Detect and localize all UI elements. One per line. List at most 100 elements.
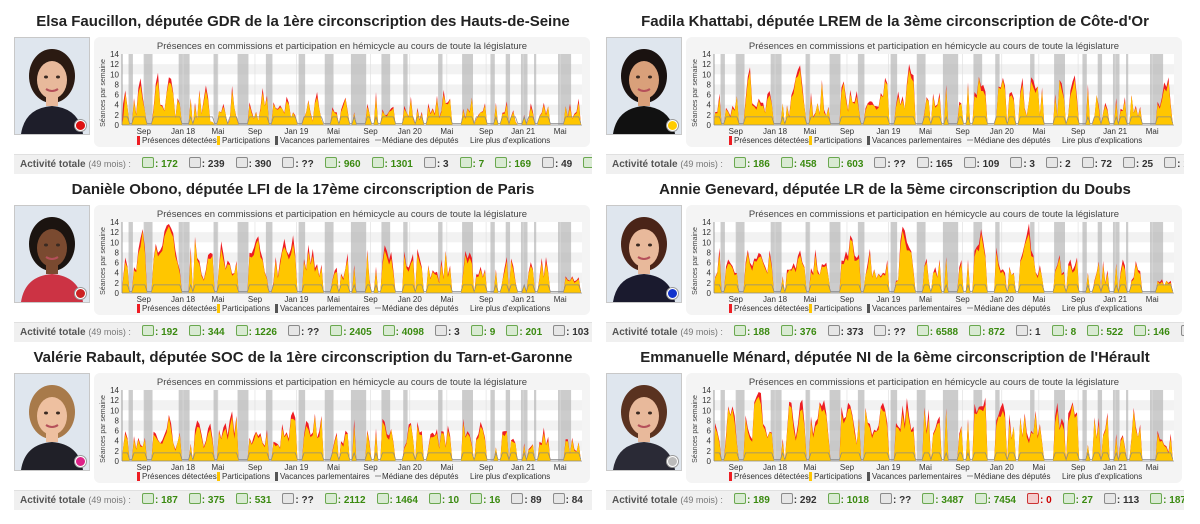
deputy-title[interactable]: Elsa Faucillon, députée GDR de la 1ère c… <box>36 13 570 30</box>
activity-chart[interactable]: Présences en commissions et participatio… <box>686 37 1182 147</box>
activity-stat[interactable]: : 2405 <box>330 323 372 342</box>
vacation-band <box>829 222 841 293</box>
activity-stat[interactable]: : 186 <box>734 155 770 174</box>
activity-stat[interactable]: : 7 <box>459 155 484 174</box>
deputy-title[interactable]: Danièle Obono, députée LFI de la 17ème c… <box>71 181 535 198</box>
activity-stat[interactable]: : 12 <box>1180 323 1184 342</box>
more-explanations-link[interactable]: Lire plus d'explications <box>470 136 550 145</box>
activity-stat[interactable]: : 84 <box>552 491 583 510</box>
activity-stat[interactable]: : ?? <box>282 155 314 174</box>
stat-value: 1018 <box>846 495 869 506</box>
activity-chart[interactable]: Présences en commissions et participatio… <box>686 373 1182 483</box>
activity-stat[interactable]: : 960 <box>324 155 361 174</box>
activity-stat[interactable]: : 49 <box>542 155 572 174</box>
activity-chart[interactable]: Présences en commissions et participatio… <box>686 205 1182 315</box>
activity-stat[interactable]: : 36 <box>583 155 592 174</box>
more-explanations-link[interactable]: Lire plus d'explications <box>1062 472 1142 481</box>
more-explanations-link[interactable]: Lire plus d'explications <box>470 472 550 481</box>
activity-stat[interactable]: : 187 <box>1150 491 1184 510</box>
more-explanations-link[interactable]: Lire plus d'explications <box>1062 136 1142 145</box>
activity-stat[interactable]: : 376 <box>780 323 817 342</box>
activity-stat[interactable]: : 1301 <box>371 155 413 174</box>
x-tick-label: Sep <box>248 127 263 136</box>
activity-stat[interactable]: : 113 <box>1103 491 1139 510</box>
activity-stat[interactable]: : 15 <box>1164 155 1184 174</box>
activity-stat[interactable]: : ?? <box>874 323 906 342</box>
wifi-icon <box>324 157 337 168</box>
activity-stat[interactable]: : 146 <box>1134 323 1170 342</box>
x-tick-label: Jan 20 <box>398 295 423 304</box>
activity-stat[interactable]: : 201 <box>506 323 542 342</box>
vacation-band <box>805 54 810 125</box>
activity-stat[interactable]: : ?? <box>879 491 911 510</box>
activity-stat[interactable]: : 89 <box>511 491 542 510</box>
activity-stat[interactable]: : 187 <box>142 491 178 510</box>
activity-chart[interactable]: Présences en commissions et participatio… <box>94 37 590 147</box>
activity-stat[interactable]: : 458 <box>780 155 817 174</box>
activity-stat[interactable]: : 3487 <box>922 491 964 510</box>
deputy-title[interactable]: Annie Genevard, députée LR de la 5ème ci… <box>659 181 1131 198</box>
activity-stat[interactable]: : 192 <box>142 323 178 342</box>
activity-stat[interactable]: : 390 <box>235 155 271 174</box>
activity-stat[interactable]: : 2112 <box>324 491 366 510</box>
activity-stat[interactable]: : ?? <box>874 155 906 174</box>
activity-stat[interactable]: : 9 <box>470 323 495 342</box>
activity-stat[interactable]: : 1226 <box>235 323 277 342</box>
deputy-photo[interactable] <box>14 373 90 471</box>
activity-stat[interactable]: : 373 <box>827 323 863 342</box>
activity-stat[interactable]: : 165 <box>916 155 953 174</box>
activity-stat[interactable]: : 3 <box>423 155 449 174</box>
activity-stat[interactable]: : 344 <box>188 323 225 342</box>
deputy-photo[interactable] <box>606 37 682 135</box>
activity-chart[interactable]: Présences en commissions et participatio… <box>94 205 590 315</box>
activity-stat[interactable]: : 169 <box>495 155 531 174</box>
activity-stat[interactable]: : 531 <box>235 491 271 510</box>
deputy-photo[interactable] <box>14 205 90 303</box>
activity-stat[interactable]: : 8 <box>1051 323 1076 342</box>
deputy-title[interactable]: Emmanuelle Ménard, députée NI de la 6ème… <box>640 349 1150 366</box>
activity-stat[interactable]: : 6588 <box>916 323 958 342</box>
deputy-photo[interactable] <box>14 37 90 135</box>
more-explanations-link[interactable]: Lire plus d'explications <box>1062 304 1142 313</box>
activity-chart[interactable]: Présences en commissions et participatio… <box>94 373 590 483</box>
activity-stat[interactable]: : 109 <box>963 155 999 174</box>
activity-stat[interactable]: : 188 <box>734 323 770 342</box>
activity-stat[interactable]: : 0 <box>1027 491 1052 510</box>
group-icon <box>827 493 840 504</box>
deputy-card: Valérie Rabault, députée SOC de la 1ère … <box>14 346 592 514</box>
activity-stat[interactable]: : 4098 <box>382 323 424 342</box>
activity-stat[interactable]: : 172 <box>142 155 178 174</box>
activity-stat[interactable]: : 103 <box>553 323 589 342</box>
deputy-photo[interactable] <box>606 373 682 471</box>
activity-stat[interactable]: : 27 <box>1062 491 1093 510</box>
activity-stat[interactable]: : 375 <box>188 491 225 510</box>
stat-value: 84 <box>571 495 583 506</box>
activity-stat[interactable]: : 239 <box>188 155 225 174</box>
activity-stat[interactable]: : 1 <box>1015 323 1041 342</box>
clipboard-icon <box>1015 325 1028 336</box>
activity-stat[interactable]: : 16 <box>470 491 500 510</box>
deputy-title[interactable]: Fadila Khattabi, députée LREM de la 3ème… <box>641 13 1149 30</box>
activity-stat[interactable]: : 3 <box>435 323 460 342</box>
stat-value: 7454 <box>993 495 1016 506</box>
activity-stat[interactable]: : 522 <box>1087 323 1123 342</box>
activity-stat[interactable]: : 7454 <box>974 491 1016 510</box>
stat-value: 458 <box>799 159 817 170</box>
activity-stat[interactable]: : 872 <box>969 323 1005 342</box>
activity-stat[interactable]: : 10 <box>428 491 459 510</box>
activity-stat[interactable]: : 3 <box>1010 155 1035 174</box>
activity-stat[interactable]: : 25 <box>1122 155 1153 174</box>
activity-stat[interactable]: : ?? <box>282 491 314 510</box>
activity-stat[interactable]: : 2 <box>1045 155 1071 174</box>
activity-stat[interactable]: : 603 <box>827 155 863 174</box>
activity-stat[interactable]: : 292 <box>780 491 817 510</box>
deputy-title[interactable]: Valérie Rabault, députée SOC de la 1ère … <box>33 349 573 366</box>
deputy-photo[interactable] <box>606 205 682 303</box>
activity-stat[interactable]: : 1018 <box>827 491 869 510</box>
vacation-band <box>829 390 841 461</box>
more-explanations-link[interactable]: Lire plus d'explications <box>470 304 550 313</box>
activity-stat[interactable]: : 1464 <box>376 491 418 510</box>
activity-stat[interactable]: : 189 <box>734 491 770 510</box>
activity-stat[interactable]: : 72 <box>1081 155 1112 174</box>
activity-stat[interactable]: : ?? <box>287 323 319 342</box>
